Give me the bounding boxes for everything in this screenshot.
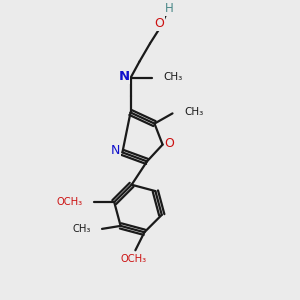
Text: OCH₃: OCH₃ bbox=[56, 196, 82, 206]
Text: CH₃: CH₃ bbox=[72, 224, 91, 235]
Text: O: O bbox=[154, 17, 164, 30]
Text: N: N bbox=[111, 143, 121, 157]
Text: CH₃: CH₃ bbox=[184, 107, 203, 117]
Text: OCH₃: OCH₃ bbox=[121, 254, 147, 264]
Text: O: O bbox=[164, 137, 174, 150]
Text: CH₃: CH₃ bbox=[163, 72, 182, 82]
Text: H: H bbox=[165, 2, 174, 16]
Text: N: N bbox=[118, 70, 130, 83]
